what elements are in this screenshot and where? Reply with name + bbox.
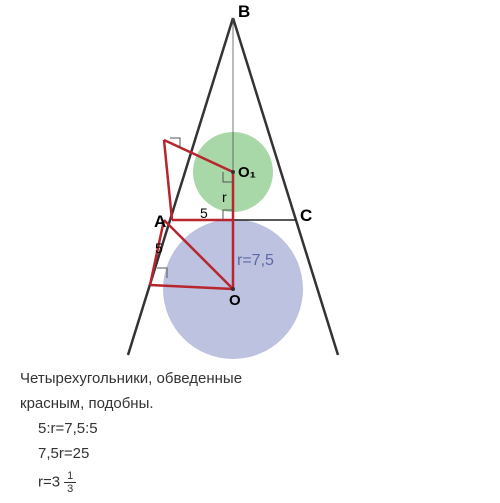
eq3-numerator: 1 [64, 470, 76, 483]
eq3-denominator: 3 [64, 483, 76, 495]
caption-line1: Четырехугольники, обведенные [20, 370, 242, 387]
caption-line2: красным, подобны. [20, 395, 242, 412]
eq3-prefix: r=3 [38, 473, 60, 490]
eq3-fraction: 13 [64, 470, 76, 495]
caption-block: Четырехугольники, обведенные красным, по… [20, 370, 242, 503]
geometry-diagram: B A C O O₁ 5 5 r r=7,5 [0, 0, 500, 360]
vertex-b: B [238, 2, 250, 22]
center-o1: O₁ [238, 164, 256, 181]
r-small-label: r [222, 189, 227, 205]
center-o: O [229, 292, 241, 309]
equation-1: 5:r=7,5:5 [38, 420, 242, 437]
five-label-b: 5 [155, 240, 163, 256]
vertex-c: C [300, 206, 312, 226]
equation-3: r=313 [38, 470, 242, 495]
five-label-a: 5 [200, 205, 208, 221]
r-big-label: r=7,5 [237, 252, 274, 270]
vertex-a: A [154, 212, 166, 232]
equation-2: 7,5r=25 [38, 445, 242, 462]
